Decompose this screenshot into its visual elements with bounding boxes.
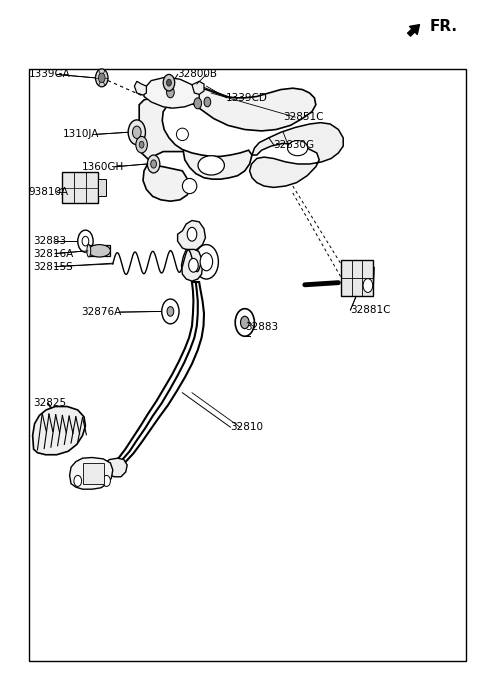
Circle shape: [189, 258, 198, 272]
Circle shape: [200, 253, 213, 271]
Bar: [98, 179, 106, 196]
Circle shape: [162, 299, 179, 324]
Text: 32816A: 32816A: [34, 249, 74, 258]
Circle shape: [82, 236, 89, 246]
Circle shape: [167, 79, 171, 86]
Polygon shape: [181, 249, 203, 281]
Circle shape: [103, 475, 110, 486]
Text: 1339GA: 1339GA: [29, 70, 71, 79]
Text: 32815S: 32815S: [34, 262, 73, 271]
Ellipse shape: [177, 128, 188, 141]
Text: 32881C: 32881C: [350, 305, 391, 315]
Circle shape: [128, 120, 145, 145]
Text: 93810A: 93810A: [29, 187, 69, 196]
Text: 1339CD: 1339CD: [226, 93, 267, 103]
Text: 32810: 32810: [230, 422, 264, 432]
Ellipse shape: [88, 245, 110, 257]
Text: 1360GH: 1360GH: [82, 162, 124, 172]
Circle shape: [132, 126, 141, 138]
Circle shape: [139, 141, 144, 148]
Bar: [29, 69, 466, 661]
Ellipse shape: [198, 156, 224, 175]
Circle shape: [235, 309, 254, 336]
Ellipse shape: [87, 245, 91, 257]
Polygon shape: [134, 81, 146, 95]
Polygon shape: [105, 458, 127, 477]
Text: 32883: 32883: [34, 236, 67, 246]
Polygon shape: [192, 81, 204, 94]
Circle shape: [363, 278, 372, 292]
Text: FR.: FR.: [430, 19, 457, 34]
Circle shape: [204, 97, 211, 107]
Bar: [62, 172, 98, 203]
Text: 1310JA: 1310JA: [62, 130, 99, 139]
Circle shape: [187, 227, 197, 241]
Polygon shape: [178, 220, 205, 251]
Text: 32851C: 32851C: [283, 112, 324, 122]
Ellipse shape: [288, 141, 308, 156]
Text: 32876A: 32876A: [82, 307, 122, 317]
Circle shape: [167, 87, 174, 98]
Text: 32800B: 32800B: [178, 70, 217, 79]
Circle shape: [98, 73, 105, 83]
Circle shape: [163, 74, 175, 91]
Circle shape: [240, 316, 249, 329]
Circle shape: [96, 69, 108, 87]
Text: 32883: 32883: [245, 322, 278, 332]
Bar: [341, 260, 373, 296]
Circle shape: [167, 307, 174, 316]
Circle shape: [136, 136, 147, 153]
Circle shape: [151, 160, 156, 168]
Circle shape: [147, 155, 160, 173]
Polygon shape: [33, 407, 85, 455]
Polygon shape: [70, 457, 113, 489]
Circle shape: [194, 245, 218, 279]
Polygon shape: [250, 123, 343, 187]
Polygon shape: [139, 88, 316, 201]
Circle shape: [194, 98, 202, 109]
Ellipse shape: [182, 178, 197, 194]
Circle shape: [78, 230, 93, 252]
Polygon shape: [144, 77, 199, 108]
Text: 32825: 32825: [34, 398, 67, 408]
Circle shape: [74, 475, 82, 486]
Text: 32830G: 32830G: [274, 140, 315, 150]
FancyArrowPatch shape: [408, 25, 420, 36]
Polygon shape: [89, 245, 110, 256]
Bar: [83, 463, 104, 484]
